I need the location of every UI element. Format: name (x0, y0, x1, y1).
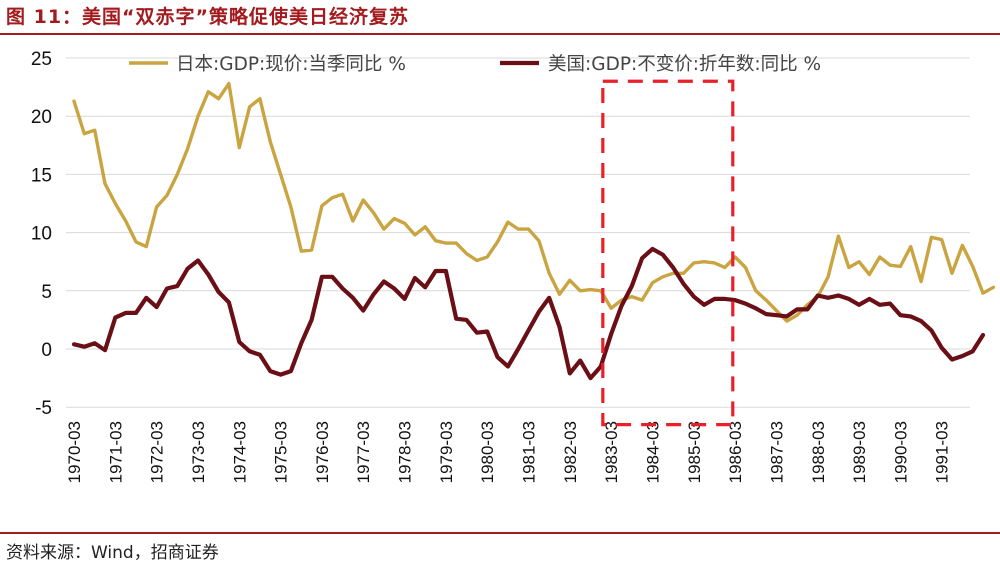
y-tick-label: 15 (31, 165, 52, 186)
x-tick-label: 1985-03 (685, 421, 704, 483)
series-lines (71, 81, 996, 381)
x-tick-label: 1986-03 (726, 421, 745, 483)
highlight-dashed-box (601, 79, 735, 427)
source-note: 资料来源：Wind，招商证券 (6, 543, 219, 563)
x-tick-label: 1979-03 (437, 421, 456, 483)
highlight-box (601, 79, 735, 427)
x-tick-label: 1980-03 (478, 421, 497, 483)
x-tick-label: 1987-03 (767, 421, 786, 483)
x-tick-label: 1971-03 (106, 421, 125, 483)
x-tick-label: 1974-03 (230, 421, 249, 483)
x-tick-label: 1977-03 (354, 421, 373, 483)
x-tick-label: 1984-03 (643, 421, 662, 483)
x-tick-label: 1981-03 (520, 421, 539, 483)
x-tick-label: 1973-03 (189, 421, 208, 483)
y-tick-label: 5 (41, 282, 52, 303)
x-tick-label: 1982-03 (561, 421, 580, 483)
x-tick-label: 1991-03 (933, 421, 952, 483)
y-tick-label: 20 (31, 107, 52, 128)
y-tick-label: -5 (35, 398, 52, 419)
x-tick-label: 1990-03 (891, 421, 910, 483)
x-tick-label: 1975-03 (272, 421, 291, 483)
x-tick-label: 1978-03 (396, 421, 415, 483)
x-tick-label: 1988-03 (809, 421, 828, 483)
figure-title: 图 11：美国“双赤字”策略促使美日经济复苏 (6, 6, 410, 28)
y-tick-label: 10 (31, 224, 52, 245)
x-axis-ticks: 1970-03 1971-03 1972-03 1973-03 1974-03 1975-… (65, 421, 952, 483)
x-tick-label: 1976-03 (313, 421, 332, 483)
legend: 日本:GDP:现价:当季同比 % 美国:GDP:不变价:折年数:同比 % (129, 54, 821, 75)
japan-gdp-series-line (72, 81, 996, 323)
legend-label-japan: 日本:GDP:现价:当季同比 % (176, 54, 406, 75)
line-chart: 25 20 15 10 5 0 -5 1970-03 1971-03 1972-03 1973-0… (31, 49, 996, 483)
y-tick-label: 0 (41, 340, 52, 361)
legend-label-us: 美国:GDP:不变价:折年数:同比 % (548, 54, 821, 75)
x-tick-label: 1983-03 (602, 421, 621, 483)
y-tick-label: 25 (31, 49, 52, 70)
x-tick-label: 1970-03 (65, 421, 84, 483)
x-tick-label: 1989-03 (850, 421, 869, 483)
source-rule (0, 532, 1000, 534)
us-gdp-series-line (71, 246, 986, 381)
title-rule (0, 33, 1000, 35)
x-tick-label: 1972-03 (148, 421, 167, 483)
y-axis-ticks: 25 20 15 10 5 0 -5 (31, 49, 52, 419)
